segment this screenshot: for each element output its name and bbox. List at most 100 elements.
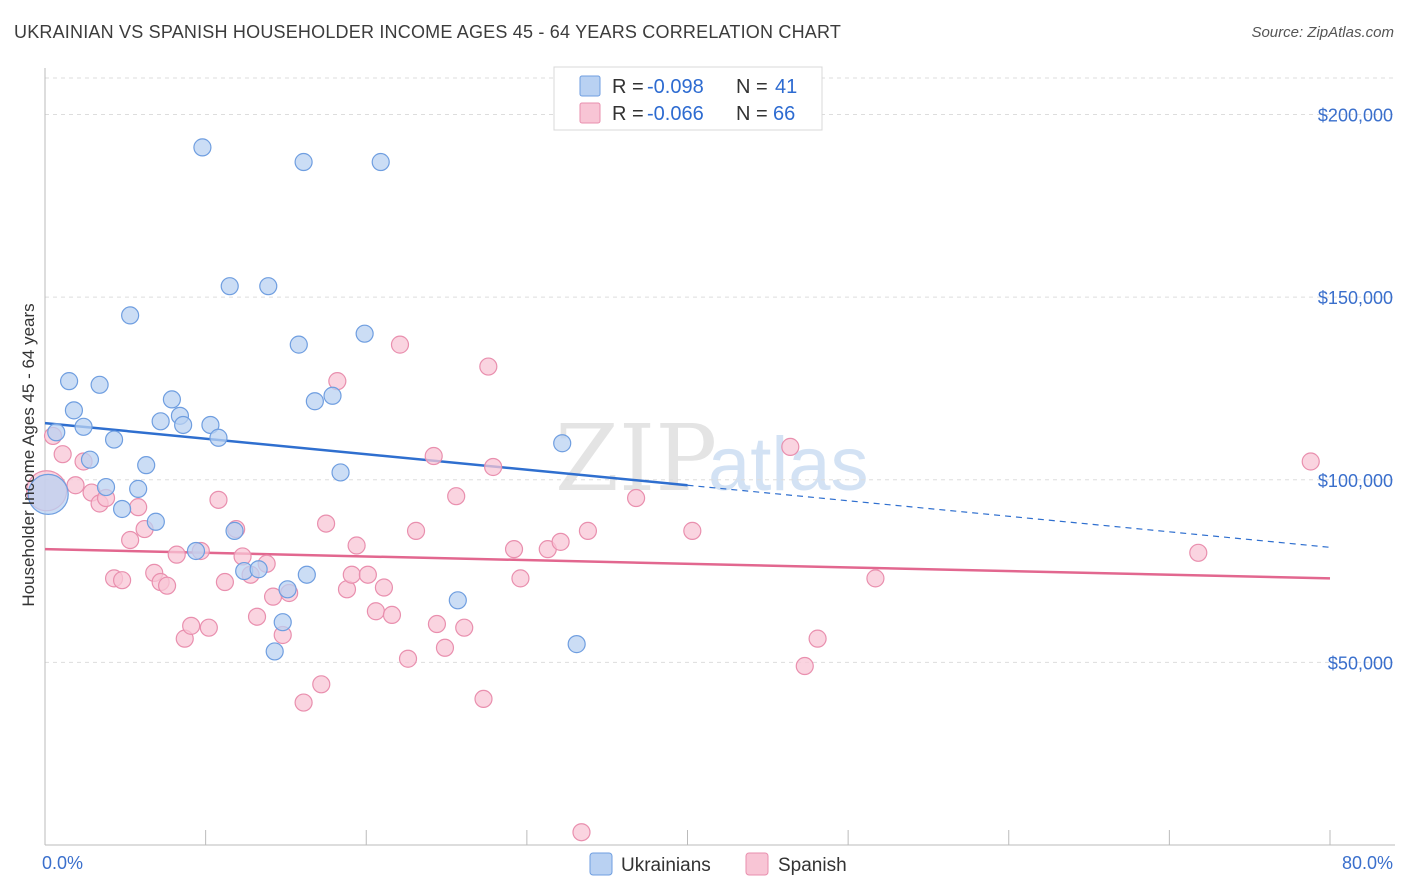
spanish-point xyxy=(342,565,361,584)
spanish-point xyxy=(808,629,827,648)
legend: R = -0.098 N = 41 R = -0.066 N = 66 xyxy=(553,66,823,131)
chart-source: Source: ZipAtlas.com xyxy=(1251,24,1394,41)
spanish-point xyxy=(347,536,366,555)
spanish-point xyxy=(479,357,498,376)
ukrainians-point xyxy=(47,423,66,442)
ukrainians-point xyxy=(567,635,586,654)
ukrainians-point xyxy=(112,499,132,519)
chart-title: UKRAINIAN VS SPANISH HOUSEHOLDER INCOME … xyxy=(14,22,842,42)
spanish-point xyxy=(167,545,186,564)
ukrainians-point xyxy=(220,277,239,296)
spanish-point xyxy=(53,445,72,464)
legend-r-value-pink: -0.066 xyxy=(647,103,704,125)
spanish-point xyxy=(182,616,201,635)
legend-n-value-pink: 66 xyxy=(773,103,795,125)
legend-r-label-blue: R = xyxy=(612,76,644,98)
spanish-point xyxy=(511,569,530,588)
ukrainians-point xyxy=(225,521,244,540)
spanish-point xyxy=(316,514,336,533)
spanish-point xyxy=(112,571,132,590)
ukrainians-point xyxy=(371,152,390,172)
tick-labels: $50,000 $100,000 $150,000 $200,000 0.0% 80.0% xyxy=(42,106,1393,873)
spanish-point xyxy=(474,689,493,709)
spanish-point xyxy=(504,540,524,559)
ukrainians-point xyxy=(74,417,93,436)
ukrainians-point xyxy=(174,415,193,435)
bottom-legend-spanish: Spanish xyxy=(778,855,847,876)
spanish-point xyxy=(209,490,228,509)
trend-lines xyxy=(44,421,1331,580)
ukrainians-point xyxy=(553,434,572,453)
ukrainians-point xyxy=(201,415,220,435)
ukrainians-point xyxy=(151,412,170,431)
ukrainians-trend-extension xyxy=(687,484,1331,548)
ukrainians-point xyxy=(59,372,79,391)
spanish-point xyxy=(366,602,385,621)
spanish-point xyxy=(572,823,591,842)
spanish-point xyxy=(626,488,646,508)
ukrainians-point xyxy=(289,335,308,354)
spanish-point xyxy=(435,638,455,657)
y-tick-label: $100,000 xyxy=(1318,471,1393,491)
spanish-point xyxy=(795,656,814,676)
ukrainians-point xyxy=(331,463,350,482)
ukrainians-point xyxy=(80,450,100,469)
bottom-legend-swatch-spanish xyxy=(745,852,769,876)
ukrainians-point xyxy=(162,390,181,409)
ukrainians-point xyxy=(104,430,124,449)
spanish-point xyxy=(215,572,234,592)
ukrainians-point xyxy=(193,138,212,157)
data-points xyxy=(26,138,1320,842)
spanish-point xyxy=(398,649,418,668)
ukrainians-point xyxy=(355,324,374,343)
spanish-point xyxy=(1189,543,1208,562)
ukrainians-point xyxy=(297,565,316,584)
y-tick-label: $50,000 xyxy=(1328,653,1393,673)
x-tick-label: 80.0% xyxy=(1342,853,1393,873)
spanish-point xyxy=(129,498,148,517)
legend-n-label-pink: N = xyxy=(736,103,768,125)
ukrainians-point xyxy=(90,375,109,394)
ukrainians-trend-line xyxy=(44,421,688,487)
spanish-point xyxy=(781,437,800,456)
ukrainians-point xyxy=(249,560,268,579)
spanish-point xyxy=(312,675,331,694)
spanish-point xyxy=(683,521,702,540)
ukrainians-point xyxy=(278,580,297,599)
spanish-point xyxy=(455,618,474,637)
ukrainians-point xyxy=(121,306,140,325)
y-axis-label: Householder Income Ages 45 - 64 years xyxy=(19,303,38,606)
spanish-point xyxy=(374,578,394,597)
ukrainians-point xyxy=(273,613,292,632)
spanish-point xyxy=(294,693,313,712)
ukrainians-point xyxy=(323,386,342,405)
y-tick-label: $150,000 xyxy=(1318,288,1393,308)
watermark-atlas: atlas xyxy=(708,422,869,507)
ukrainians-point xyxy=(265,642,284,661)
spanish-point xyxy=(199,618,218,637)
legend-r-label-pink: R = xyxy=(612,103,644,125)
spanish-trend-line xyxy=(44,547,1331,580)
ukrainians-point xyxy=(209,428,228,447)
axes xyxy=(44,68,1395,846)
ukrainians-point xyxy=(137,456,156,475)
ukrainians-point xyxy=(448,591,467,610)
spanish-point xyxy=(1301,452,1320,471)
bottom-legend-swatch-ukrainians xyxy=(589,852,613,876)
spanish-point xyxy=(424,446,443,466)
legend-n-value-blue: 41 xyxy=(775,76,797,98)
bottom-legend: Ukrainians Spanish xyxy=(589,852,847,876)
ukrainians-point xyxy=(186,541,206,561)
x-tick-label: 0.0% xyxy=(42,853,83,873)
spanish-point xyxy=(382,605,402,625)
legend-n-label-blue: N = xyxy=(736,76,768,98)
spanish-point xyxy=(406,521,426,540)
spanish-point xyxy=(578,521,598,540)
ukrainians-point xyxy=(259,277,278,296)
spanish-point xyxy=(390,335,410,354)
spanish-point xyxy=(484,457,503,477)
ukrainians-point xyxy=(96,477,116,497)
legend-r-value-blue: -0.098 xyxy=(647,76,704,98)
ukrainians-point xyxy=(294,152,313,172)
